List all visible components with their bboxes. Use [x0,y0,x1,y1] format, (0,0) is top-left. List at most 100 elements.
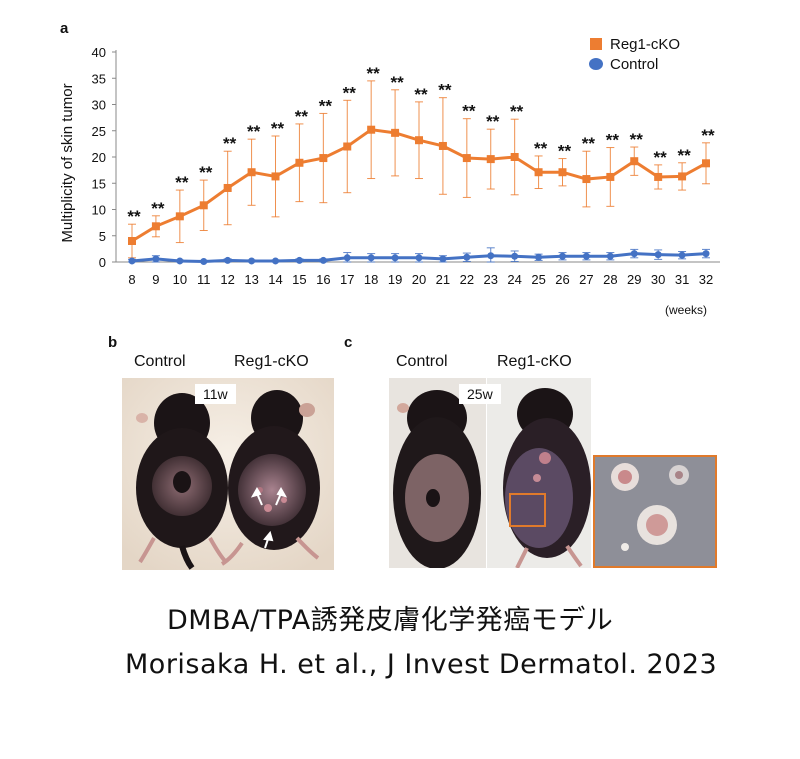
significance-mark: ** [175,173,189,192]
significance-mark: ** [199,163,213,182]
x-tick-label: 23 [484,272,498,287]
data-point [486,155,495,164]
panel-b-label-control: Control [134,353,186,370]
significance-mark: ** [582,134,596,153]
data-point [199,201,208,210]
significance-mark: ** [486,112,500,131]
y-tick-label: 30 [92,98,106,113]
x-tick-label: 16 [316,272,330,287]
caption-model-title: DMBA/TPA誘発皮膚化学発癌モデル [167,605,614,636]
significance-mark: ** [510,102,524,121]
x-tick-label: 12 [220,272,234,287]
significance-marks: ** ** ** ** ** ** ** ** ** ** ** ** ** ** ** ** ** ** ** **… [127,64,715,226]
y-axis-label: Multiplicity of skin tumor [59,83,76,242]
panel-c-time-label: 25w [459,384,501,404]
zoom-region-box [509,493,546,527]
significance-mark: ** [534,139,548,158]
panel-c-label-reg1: Reg1-cKO [497,353,572,370]
x-tick-label: 25 [531,272,545,287]
data-point [606,172,615,181]
significance-mark: ** [701,126,715,145]
y-tick-label: 20 [92,150,106,165]
panel-letter-c: c [344,334,353,351]
data-point [151,222,160,231]
data-point [319,256,327,264]
error-bars [128,80,710,263]
x-tick-label: 21 [436,272,450,287]
data-point [295,256,303,264]
data-point [367,125,376,134]
data-point [559,252,566,260]
x-tick-label: 29 [627,272,641,287]
x-tick-label: 30 [651,272,665,287]
legend-label: Control [610,56,658,73]
data-point [271,172,280,181]
y-tick-label: 10 [92,203,106,218]
y-tick-label: 15 [92,176,106,191]
data-point [367,254,375,262]
data-point [462,154,471,163]
x-tick-label: 11 [197,272,211,287]
data-point [702,159,710,168]
data-point [535,253,543,261]
data-point [511,252,519,260]
y-tick-label: 40 [92,45,106,60]
data-point [463,253,471,261]
tumor-multiplicity-chart: 0 5 10 15 20 25 30 35 40 8 9 10 11 12 13 14 15 16 17 18 19 20… [59,36,720,317]
data-point [606,252,614,260]
significance-mark: ** [630,130,644,149]
legend-swatch [589,58,603,70]
data-point [391,254,399,262]
panel-c-reg1-photo [487,378,591,568]
data-point [272,257,279,265]
panel-b-label-reg1: Reg1-cKO [234,353,309,370]
data-point [582,252,590,260]
panel-c-label-control: Control [396,353,448,370]
control-mouse-shape [136,393,228,570]
x-tick-label: 13 [244,272,258,287]
data-point [223,183,232,192]
x-tick-label: 10 [173,272,187,287]
x-tick-label: 22 [460,272,474,287]
x-tick-label: 14 [268,272,282,287]
panel-c-control-photo [389,378,486,568]
data-point [678,251,686,259]
chart-legend: Reg1-cKO Control [589,36,680,73]
data-point [391,128,400,137]
data-point [200,257,208,265]
significance-mark: ** [390,73,404,92]
x-tick-label: 24 [507,272,521,287]
data-point [247,168,256,177]
x-tick-label: 18 [364,272,378,287]
data-point [128,237,136,245]
data-point [654,172,663,181]
panel-letter-a: a [60,20,69,37]
x-tick-label: 9 [152,272,159,287]
significance-mark: ** [343,83,357,102]
x-tick-label: 19 [388,272,402,287]
x-tick-label: 8 [128,272,135,287]
significance-mark: ** [151,199,165,218]
significance-mark: ** [438,81,452,100]
significance-mark: ** [606,131,620,150]
x-tick-label: 28 [603,272,617,287]
significance-mark: ** [367,64,381,83]
x-tick-label: 20 [412,272,426,287]
significance-mark: ** [414,85,428,104]
significance-mark: ** [654,148,668,167]
y-tick-label: 25 [92,124,106,139]
significance-mark: ** [677,146,691,165]
x-tick-label: 26 [555,272,569,287]
reg1-mouse-shape [220,390,320,566]
x-tick-label: 17 [340,272,354,287]
data-point [343,254,351,262]
y-tick-label: 0 [99,255,106,270]
data-point [582,175,591,184]
significance-mark: ** [223,134,237,153]
data-point [248,257,256,265]
x-tick-label: 32 [699,272,713,287]
y-tick-label: 5 [99,229,106,244]
x-tick-label: 31 [675,272,689,287]
legend-label: Reg1-cKO [610,36,680,53]
panel-b-mouse-photo [122,378,334,570]
